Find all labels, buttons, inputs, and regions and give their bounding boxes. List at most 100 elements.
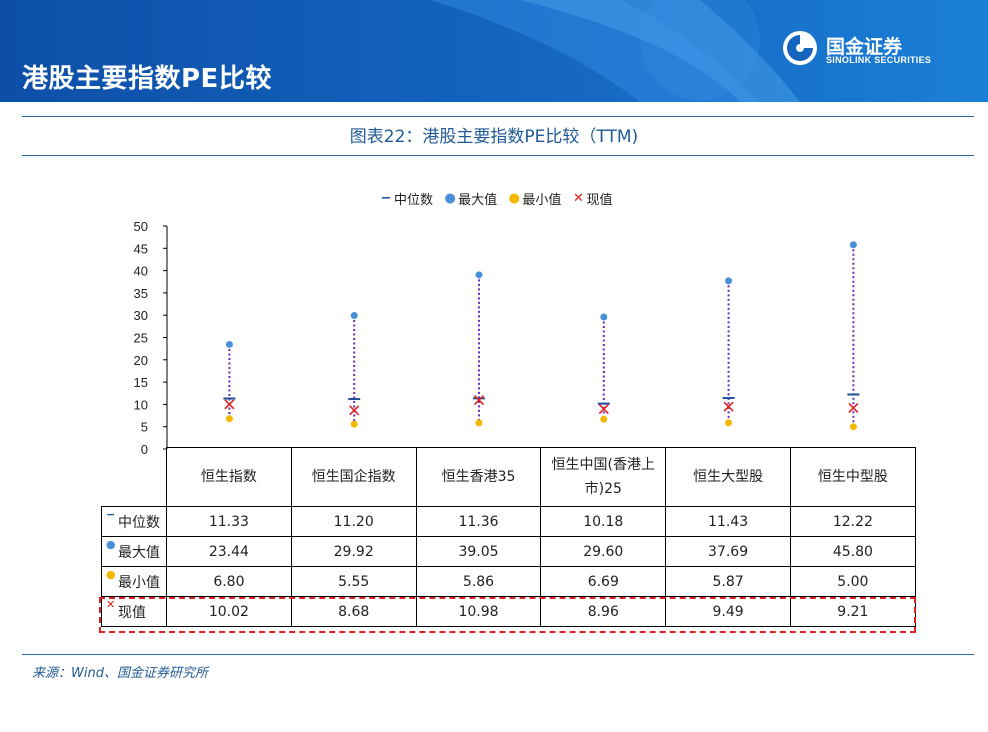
table-corner-cell [102, 448, 167, 507]
value-cell: 11.33 [166, 506, 292, 537]
value-cell: 5.86 [415, 566, 542, 597]
logo-chinese-text: 国金证券 [826, 36, 903, 58]
row-max-dot-icon: ● [106, 538, 116, 551]
footer-rule [22, 654, 974, 655]
legend-max-label: 最大值 [458, 193, 498, 208]
y-tick-label: 35 [134, 286, 148, 301]
min-point [475, 419, 483, 427]
category-label: 恒生国企指数 [311, 469, 396, 485]
legend-min-dot-icon: ● [508, 191, 520, 206]
legend-max: ● 最大值 [444, 189, 497, 208]
current-point [473, 394, 485, 406]
sinolink-logo-icon [783, 31, 817, 65]
current-row-highlight [99, 597, 916, 633]
category-label: 恒生中型股 [817, 469, 888, 485]
value-cell: 11.43 [665, 506, 791, 537]
figure-title: 图表22：港股主要指数PE比较（TTM) [349, 127, 639, 147]
page-title: 港股主要指数PE比较 [22, 64, 272, 94]
y-tick-label: 50 [134, 219, 148, 234]
row-label: 最大值 [118, 544, 160, 561]
source-note: 来源：Wind、国金证券研究所 [32, 666, 208, 681]
max-point [475, 271, 483, 279]
max-point [350, 312, 358, 320]
title-bottom-rule [22, 155, 974, 156]
current-point [349, 405, 360, 416]
category-header-cell: 恒生香港35 [415, 447, 542, 507]
y-tick-label: 0 [141, 442, 148, 457]
table-row: ✕ 现值 10.02 8.68 10.98 8.96 9.49 9.21 [101, 596, 916, 627]
current-point [598, 403, 609, 415]
value-cell: 9.21 [789, 596, 916, 627]
max-point [849, 241, 857, 249]
row-label-cell: ✕ 现值 [101, 596, 167, 627]
pe-chart: 0 5 10 15 20 25 30 35 40 45 50 [134, 219, 860, 457]
value-cell: 45.80 [789, 536, 916, 567]
row-label: 现值 [118, 604, 146, 621]
y-tick-label: 5 [141, 420, 148, 435]
logo-english-text: SINOLINK SECURITIES [826, 55, 932, 65]
header-banner [0, 0, 988, 102]
y-tick-label: 15 [134, 375, 148, 390]
row-label: 中位数 [118, 514, 160, 531]
y-tick-label: 30 [134, 308, 148, 323]
value-cell: 10.02 [166, 596, 292, 627]
y-tick-label: 20 [134, 353, 148, 368]
row-median-dash-icon: − [106, 508, 116, 521]
legend-median-label: 中位数 [394, 193, 434, 208]
chart-legend: − 中位数 ● 最大值 ● 最小值 ✕ 现值 [380, 189, 619, 208]
value-cell: 23.44 [166, 536, 292, 567]
category-header-cell: 恒生中国(香港上 市)25 [540, 447, 667, 507]
value-cell: 6.80 [166, 566, 292, 597]
current-point [224, 399, 235, 410]
legend-min-label: 最小值 [522, 193, 562, 208]
row-label-cell: ● 最小值 [101, 566, 167, 597]
value-cell: 37.69 [665, 536, 791, 567]
min-point [350, 420, 358, 428]
category-label: 恒生中国(香港上 [551, 457, 656, 473]
value-cell: 5.00 [789, 566, 916, 597]
min-point [725, 419, 733, 427]
category-label: 恒生香港35 [441, 469, 516, 485]
max-point [600, 313, 608, 321]
row-label: 最小值 [118, 574, 160, 591]
row-label-cell: ● 最大值 [101, 536, 167, 567]
value-cell: 10.18 [540, 506, 667, 537]
y-tick-label: 25 [134, 331, 148, 346]
legend-median: − 中位数 [380, 189, 433, 208]
y-tick-label: 40 [134, 264, 148, 279]
value-cell: 29.60 [540, 536, 667, 567]
min-point [600, 415, 608, 423]
legend-current: ✕ 现值 [572, 189, 612, 208]
value-cell: 6.69 [540, 566, 667, 597]
category-label: 恒生指数 [200, 469, 257, 485]
current-point [723, 401, 734, 412]
title-top-rule [22, 116, 974, 117]
y-tick-label: 10 [134, 397, 148, 412]
category-header-cell: 恒生大型股 [665, 447, 791, 507]
legend-median-dash-icon: − [380, 191, 392, 206]
value-cell: 10.98 [415, 596, 542, 627]
value-cell: 11.36 [415, 506, 542, 537]
value-cell: 29.92 [290, 536, 417, 567]
max-point [725, 277, 733, 285]
table-header-row: 恒生指数 恒生国企指数 恒生香港35 恒生中国(香港上 市)25 恒生大型股 恒生中型股 [102, 447, 916, 507]
table-row: − 中位数 11.33 11.20 11.36 10.18 11.43 12.22 [101, 506, 916, 537]
category-header-cell: 恒生中型股 [789, 447, 916, 507]
category-header-cell: 恒生指数 [166, 447, 292, 507]
value-cell: 5.87 [665, 566, 791, 597]
legend-current-cross-icon: ✕ [573, 191, 584, 206]
value-cell: 11.20 [290, 506, 417, 537]
row-label-cell: − 中位数 [101, 506, 167, 537]
table-row: ● 最小值 6.80 5.55 5.86 6.69 5.87 5.00 [101, 566, 916, 597]
row-current-cross-icon: ✕ [106, 598, 116, 611]
y-tick-label: 45 [134, 241, 148, 256]
category-label: 恒生大型股 [693, 469, 764, 485]
current-point [848, 402, 859, 413]
table-row: ● 最大值 23.44 29.92 39.05 29.60 37.69 45.80 [101, 536, 916, 567]
legend-max-dot-icon: ● [444, 191, 456, 206]
min-point [849, 423, 857, 431]
row-min-dot-icon: ● [106, 568, 116, 581]
min-point [225, 415, 233, 423]
category-label: 市)25 [584, 481, 622, 497]
legend-min: ● 最小值 [508, 189, 562, 208]
